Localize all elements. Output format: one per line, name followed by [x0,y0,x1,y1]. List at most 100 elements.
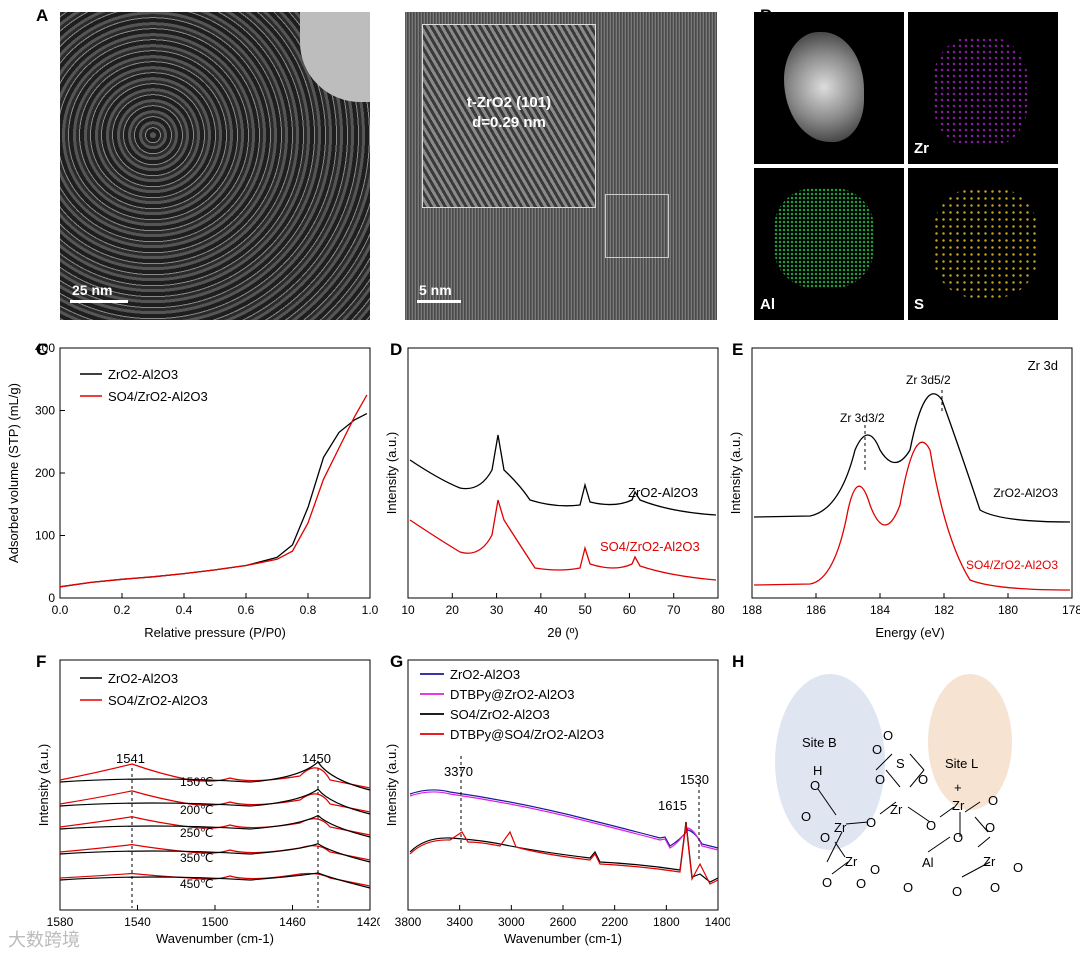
xlabel-f: Wavenumber (cm-1) [156,931,274,946]
title-e: Zr 3d [1028,358,1058,373]
legend-f-0: ZrO2-Al2O3 [108,671,178,686]
xtick-label: 2200 [601,915,628,929]
xtick-label: 1400 [705,915,730,929]
site-b-region [775,674,885,850]
watermark: 大数跨境 [8,930,80,950]
zr-atom-3: Zr [952,798,965,813]
o-atom-6: O [872,742,882,757]
xtick-label: 180 [998,603,1018,617]
scale-label-5nm: 5 nm [419,282,452,298]
xtick-label: 188 [742,603,762,617]
o-atom-9: O [926,818,936,833]
legend-g-label: DTBPy@ZrO2-Al2O3 [450,687,574,702]
xtick-label: 1580 [47,915,74,929]
panel-label-h: H [732,652,745,671]
peak-g-2: 1530 [680,772,709,787]
ytick-label: 400 [35,341,55,355]
xrd-series-1 [409,499,717,581]
xtick-label: 0.0 [52,603,69,617]
o-atom-11: O [953,830,963,845]
chart-f-pyridine-ir: 1580 1540 1500 1460 1420 ZrO2-Al2O3 SO4/ZrO2… [36,659,380,946]
xtick-label: 3800 [395,915,422,929]
zr-atom-5: Zr [983,854,996,869]
ylabel-d: Intensity (a.u.) [384,432,399,514]
peak-f-0: 1541 [116,751,145,766]
site-l-region [928,674,1012,810]
peak-g-1: 1615 [658,798,687,813]
xlabel-d: 2θ (º) [547,625,578,640]
f-curve-black [59,788,371,815]
inset-spacing-label: d=0.29 nm [472,114,546,131]
o-atom-2: O [801,809,811,824]
site-b-label: Site B [802,735,837,750]
o-atom-5: O [875,772,885,787]
temp-f-3: 350℃ [180,851,214,865]
temp-f-1: 200℃ [180,803,214,817]
xtick-label: 1800 [653,915,680,929]
panel-label-f: F [36,652,47,671]
ir-series-0 [409,789,719,849]
xtick-label: 80 [711,603,725,617]
xtick-label: 3000 [498,915,525,929]
xps-series-0 [753,393,1071,523]
legend-c-0: ZrO2-Al2O3 [108,367,178,382]
xps-series-1 [753,441,1071,591]
chart-d-xrd: 10 20 30 40 50 60 70 80 ZrO2-Al2O3 SO4/ZrO2-Al2… [384,347,725,640]
panel-label-e: E [732,340,744,359]
f-curve-black [59,761,371,791]
xtick-label: 1500 [202,915,229,929]
xtick-label: 1.0 [362,603,379,617]
inset-plane-label: t-ZrO2 (101) [466,94,552,111]
xtick-label: 182 [934,603,954,617]
f-curve-black [59,843,371,863]
ytick-label: 0 [48,591,55,605]
xlabel-g: Wavenumber (cm-1) [504,931,622,946]
peak-f-1: 1450 [302,751,331,766]
xtick-label: 50 [578,603,592,617]
panel-label-c: C [36,340,49,359]
plus-sign: + [954,780,962,795]
chart-g-dtbpy-ir: 3800 3400 3000 2600 2200 1800 1400 ZrO2-Al2O3 D… [384,659,730,946]
ylabel-e: Intensity (a.u.) [728,432,743,514]
o-atom-8: O [918,772,928,787]
xtick-label: 2600 [550,915,577,929]
o-atom-1: O [810,778,820,793]
hrtem-inset: t-ZrO2 (101) d=0.29 nm [422,24,596,208]
label-d-0: ZrO2-Al2O3 [628,485,698,500]
ir-series-2 [409,821,719,883]
xtick-label: 10 [401,603,415,617]
series-so4-zro2-al2o3 [59,394,368,588]
legend-c-1: SO4/ZrO2-Al2O3 [108,389,208,404]
zr-atom-4: Zr [845,854,858,869]
chart-c-isotherm: 0 100 200 300 400 0.0 0.2 0.4 0.6 0.8 1.0 ZrO2-Al2… [6,341,379,640]
temp-f-4: 450℃ [180,877,214,891]
site-l-label: Site L [945,756,978,771]
al-atom: Al [922,855,934,870]
eds-map-al: Al [754,168,904,320]
o-atom-4: O [866,815,876,830]
xtick-label: 3400 [446,915,473,929]
xtick-label: 70 [667,603,681,617]
o-atom-14: O [822,875,832,890]
o-atom-10: O [988,793,998,808]
label-d-1: SO4/ZrO2-Al2O3 [600,539,700,554]
panel-label-g: G [390,652,404,671]
h-atom: H [813,763,822,778]
xtick-label: 186 [806,603,826,617]
eds-label-zr: Zr [914,140,929,157]
tem-image-low-mag: 25 nm [60,12,370,320]
legend-g-label: DTBPy@SO4/ZrO2-Al2O3 [450,727,604,742]
eds-map-s: S [908,168,1058,320]
label-e-1: SO4/ZrO2-Al2O3 [966,558,1058,572]
legend-g-label: SO4/ZrO2-Al2O3 [450,707,550,722]
panel-label-a: A [36,6,49,25]
xtick-label: 20 [446,603,460,617]
chart-e-xps: 188 186 184 182 180 178 Zr 3d Zr 3d3/2 Zr 3d5… [728,347,1080,640]
temp-f-0: 150℃ [180,775,214,789]
ylabel-f: Intensity (a.u.) [36,744,51,826]
o-atom-12: O [985,820,995,835]
label-e-0: ZrO2-Al2O3 [993,486,1058,500]
xtick-label: 178 [1062,603,1080,617]
legend-f-1: SO4/ZrO2-Al2O3 [108,693,208,708]
xtick-label: 0.6 [238,603,255,617]
